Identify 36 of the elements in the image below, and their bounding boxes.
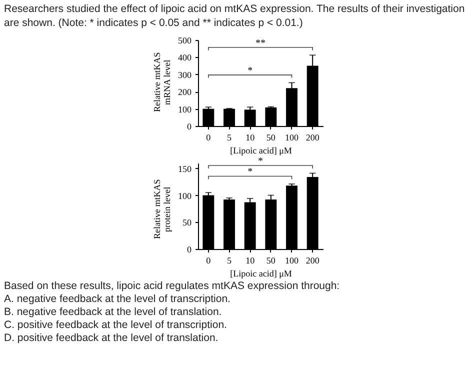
y-tick-label: 100 (178, 190, 192, 201)
x-tick-label: 50 (266, 256, 276, 266)
annotation: ** (256, 38, 266, 49)
text: B. negative feedback at the level of translation. (3, 306, 223, 319)
y-tick-label: 400 (178, 52, 192, 63)
y-tick-label: 100 (178, 104, 192, 114)
y-tick-label: 0 (187, 122, 192, 132)
text: Based on these results, lipoic acid regulates mtKAS expression through: (3, 280, 341, 293)
x-tick-label: 100 (285, 132, 299, 142)
y-tick-label: 150 (178, 164, 192, 174)
x-tick-label: 100 (285, 256, 299, 266)
x-tick-label: 5 (227, 256, 232, 266)
x-tick-label: 200 (306, 132, 320, 142)
chart-title: Researchers studied the effect of lipoic acid on mtKAS expression. The results of their investigation are shown. (Note: * indicates p < 0.05 and ** indicates p < 0.01.) (3, 2, 466, 30)
y-axis-title: Relative mtKAS protein level (152, 178, 172, 241)
annotation: * (248, 65, 253, 76)
x-axis-title: [Lipoic acid] μM (230, 146, 292, 156)
y-tick-label: 0 (187, 244, 192, 254)
y-tick-label: 50 (182, 218, 192, 228)
y-tick-label: 500 (178, 36, 192, 46)
text: A. negative feedback at the level of transcription. (3, 293, 232, 306)
x-axis-title: [Lipoic acid] μM (230, 268, 292, 278)
x-tick-label: 10 (246, 256, 256, 266)
annotation: * (258, 156, 263, 167)
x-tick-label: 50 (266, 132, 276, 142)
x-tick-label: 0 (206, 132, 212, 142)
y-tick-label: 300 (178, 70, 192, 80)
text: D. positive feedback at the level of translation. (3, 332, 220, 345)
x-tick-label: 0 (206, 256, 212, 266)
x-tick-label: 200 (306, 256, 320, 266)
text: C. positive feedback at the level of transcription. (3, 319, 228, 332)
y-tick-label: 200 (178, 87, 192, 98)
y-axis-title: Relative mtKAS mRNA level (152, 51, 172, 114)
x-tick-label: 5 (227, 132, 232, 142)
annotation: * (248, 166, 253, 178)
x-tick-label: 10 (246, 132, 256, 142)
